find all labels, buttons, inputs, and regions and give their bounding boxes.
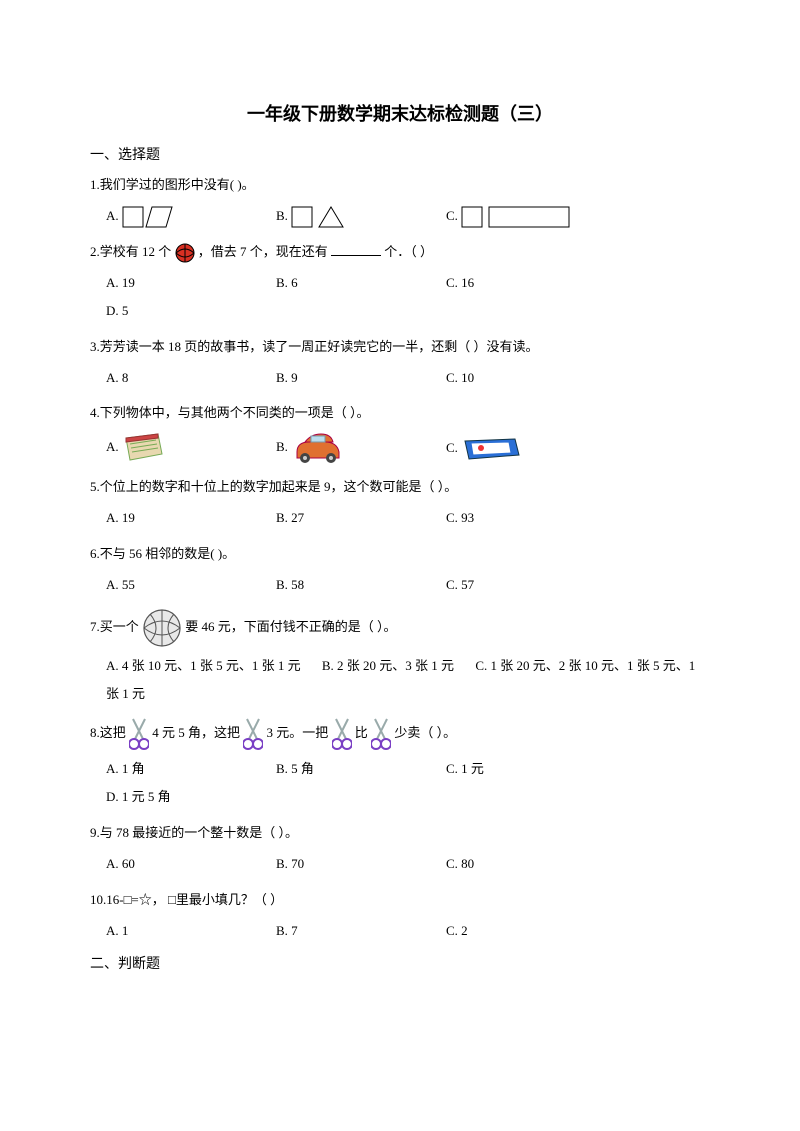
q1-opt-a: A. (106, 202, 276, 231)
question-3: 3.芳芳读一本 18 页的故事书，读了一周正好读完它的一半，还剩（ ）没有读。 (90, 334, 710, 360)
car-icon (291, 430, 345, 466)
scissors-icon (243, 717, 263, 751)
scissors-icon (332, 717, 352, 751)
q2-opt-a: A. 19 (106, 269, 276, 298)
scissors-icon (371, 717, 391, 751)
q8-t2: 4 元 5 角，这把 (152, 725, 243, 740)
blank-line (331, 243, 381, 256)
q9-options: A. 60 B. 70 C. 80 (90, 850, 710, 879)
square-parallelogram-icon (122, 206, 174, 228)
q9-opt-a: A. 60 (106, 850, 276, 879)
q3-options: A. 8 B. 9 C. 10 (90, 364, 710, 393)
q5-opt-b: B. 27 (276, 504, 446, 533)
question-4: 4.下列物体中，与其他两个不同类的一项是（ ）。 (90, 400, 710, 426)
q7-post: 要 46 元，下面付钱不正确的是（ ）。 (185, 619, 396, 634)
scissors-icon (129, 717, 149, 751)
square-rectangle-icon (461, 206, 571, 228)
opt-label: C. (446, 440, 458, 455)
q2-post: 个．（ ） (384, 244, 433, 259)
page-title: 一年级下册数学期末达标检测题（三） (90, 100, 710, 126)
q3-opt-c: C. 10 (446, 364, 616, 393)
book-icon (122, 432, 166, 464)
question-2: 2.学校有 12 个 ，借去 7 个，现在还有 个．（ ） (90, 239, 710, 265)
question-5: 5.个位上的数字和十位上的数字加起来是 9，这个数可能是（ ）。 (90, 474, 710, 500)
q7-pre: 7.买一个 (90, 619, 142, 634)
question-7: 7.买一个 要 46 元，下面付钱不正确的是（ ）。 (90, 608, 710, 648)
q1-opt-b: B. (276, 202, 446, 231)
q2-mid: ，借去 7 个，现在还有 (198, 244, 328, 259)
q6-opt-a: A. 55 (106, 571, 276, 600)
q8-t1: 8.这把 (90, 725, 129, 740)
ball-icon (142, 608, 182, 648)
q2-opt-c: C. 16 (446, 269, 616, 298)
q6-options: A. 55 B. 58 C. 57 (90, 571, 710, 600)
opt-label: A. (106, 208, 119, 223)
q5-opt-a: A. 19 (106, 504, 276, 533)
q6-opt-c: C. 57 (446, 571, 616, 600)
pencil-case-icon (461, 437, 521, 461)
q10-opt-b: B. 7 (276, 917, 446, 946)
question-8: 8.这把 4 元 5 角，这把 3 元。一把 比 少卖（ ）。 (90, 717, 710, 751)
q8-t5: 少卖（ ）。 (394, 725, 456, 740)
q8-opt-b: B. 5 角 (276, 755, 446, 784)
q8-options: A. 1 角 B. 5 角 C. 1 元 D. 1 元 5 角 (90, 755, 710, 812)
q10-opt-a: A. 1 (106, 917, 276, 946)
q8-t4: 比 (355, 725, 371, 740)
q5-opt-c: C. 93 (446, 504, 616, 533)
question-9: 9.与 78 最接近的一个整十数是（ ）。 (90, 820, 710, 846)
section-heading-2: 二、判断题 (90, 953, 710, 973)
q2-opt-b: B. 6 (276, 269, 446, 298)
q10-opt-c: C. 2 (446, 917, 616, 946)
question-10: 10.16-□=☆， □里最小填几？（ ） (90, 887, 710, 913)
question-1: 1.我们学过的图形中没有( )。 (90, 172, 710, 198)
q9-opt-c: C. 80 (446, 850, 616, 879)
q1-options: A. B. C. (90, 202, 710, 231)
q8-opt-d: D. 1 元 5 角 (106, 783, 206, 812)
q4-opt-a: A. (106, 432, 276, 464)
opt-label: B. (276, 439, 288, 454)
q5-options: A. 19 B. 27 C. 93 (90, 504, 710, 533)
opt-label: C. (446, 208, 458, 223)
q10-options: A. 1 B. 7 C. 2 (90, 917, 710, 946)
q7-options: A. 4 张 10 元、1 张 5 元、1 张 1 元 B. 2 张 20 元、… (90, 652, 710, 709)
q6-opt-b: B. 58 (276, 571, 446, 600)
q7-opt-b: B. 2 张 20 元、3 张 1 元 (322, 658, 454, 673)
q3-opt-b: B. 9 (276, 364, 446, 393)
opt-label: B. (276, 208, 288, 223)
q4-opt-c: C. (446, 434, 616, 463)
q9-opt-b: B. 70 (276, 850, 446, 879)
opt-label: A. (106, 439, 119, 454)
q3-opt-a: A. 8 (106, 364, 276, 393)
section-heading-1: 一、选择题 (90, 144, 710, 164)
q8-t3: 3 元。一把 (267, 725, 332, 740)
q4-options: A. B. (90, 430, 710, 466)
q2-options: A. 19 B. 6 C. 16 D. 5 (90, 269, 710, 326)
q1-opt-c: C. (446, 202, 616, 231)
q4-opt-b: B. (276, 430, 446, 466)
square-triangle-icon (291, 206, 347, 228)
question-6: 6.不与 56 相邻的数是( )。 (90, 541, 710, 567)
q2-pre: 2.学校有 12 个 (90, 244, 175, 259)
basketball-icon (175, 243, 195, 263)
q8-opt-a: A. 1 角 (106, 755, 276, 784)
q8-opt-c: C. 1 元 (446, 755, 616, 784)
q2-opt-d: D. 5 (106, 297, 206, 326)
q7-opt-a: A. 4 张 10 元、1 张 5 元、1 张 1 元 (106, 658, 301, 673)
